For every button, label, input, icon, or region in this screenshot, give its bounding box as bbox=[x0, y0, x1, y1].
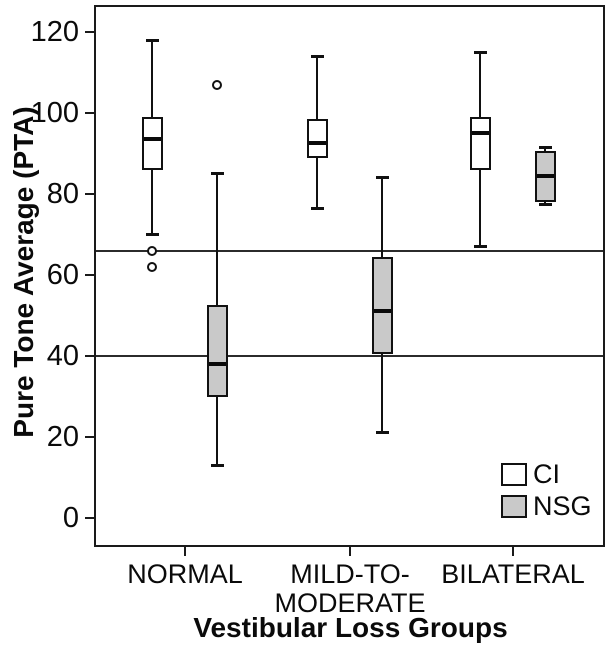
whisker-cap bbox=[538, 202, 552, 206]
y-tick-label: 80 bbox=[46, 178, 79, 210]
whisker-cap bbox=[145, 38, 159, 42]
whisker-cap bbox=[210, 172, 224, 176]
box bbox=[206, 305, 228, 397]
y-tick-label: 20 bbox=[46, 421, 79, 453]
y-tick-label: 0 bbox=[62, 502, 79, 534]
legend-label-nsg: NSG bbox=[533, 491, 592, 521]
plot-area: CI NSG bbox=[94, 5, 605, 547]
whisker-cap bbox=[375, 176, 389, 180]
x-category-label: MILD-TO-MODERATE bbox=[274, 559, 426, 618]
x-axis-tick bbox=[184, 547, 186, 556]
y-axis-tick bbox=[85, 193, 94, 195]
y-axis-tick bbox=[85, 112, 94, 114]
y-axis-tick bbox=[85, 436, 94, 438]
whisker-cap bbox=[538, 145, 552, 149]
median-line bbox=[471, 131, 489, 136]
whisker-cap bbox=[310, 206, 324, 210]
median-line bbox=[373, 309, 391, 314]
x-axis-tick bbox=[512, 547, 514, 556]
box bbox=[306, 119, 328, 158]
x-axis-title: Vestibular Loss Groups bbox=[193, 612, 508, 643]
x-category-label: NORMAL bbox=[127, 559, 243, 589]
median-line bbox=[536, 173, 554, 178]
y-axis-tick bbox=[85, 274, 94, 276]
median-line bbox=[143, 137, 161, 142]
outlier-circle bbox=[147, 261, 157, 272]
legend-label-ci: CI bbox=[533, 459, 560, 489]
y-axis-tick bbox=[85, 31, 94, 33]
outlier-circle bbox=[147, 245, 157, 256]
y-tick-label: 120 bbox=[30, 16, 79, 48]
whisker-cap bbox=[473, 245, 487, 249]
y-tick-label: 40 bbox=[46, 340, 79, 372]
legend-swatch-nsg bbox=[501, 495, 527, 518]
y-tick-label: 60 bbox=[46, 259, 79, 291]
box bbox=[469, 117, 491, 170]
reference-line bbox=[96, 355, 603, 357]
whisker-cap bbox=[210, 463, 224, 467]
whisker-cap bbox=[310, 54, 324, 58]
y-tick-label: 100 bbox=[30, 97, 79, 129]
reference-line bbox=[96, 249, 603, 252]
box bbox=[141, 117, 163, 170]
x-axis-tick bbox=[349, 547, 351, 556]
whisker-cap bbox=[145, 233, 159, 236]
y-axis-tick bbox=[85, 517, 94, 519]
x-category-label: BILATERAL bbox=[441, 559, 585, 589]
box bbox=[371, 256, 393, 354]
median-line bbox=[208, 362, 226, 367]
median-line bbox=[308, 141, 326, 146]
whisker-cap bbox=[375, 431, 389, 435]
outlier-circle bbox=[212, 79, 222, 90]
legend-swatch-ci bbox=[501, 463, 527, 486]
y-axis-tick bbox=[85, 355, 94, 357]
whisker-cap bbox=[473, 50, 487, 54]
